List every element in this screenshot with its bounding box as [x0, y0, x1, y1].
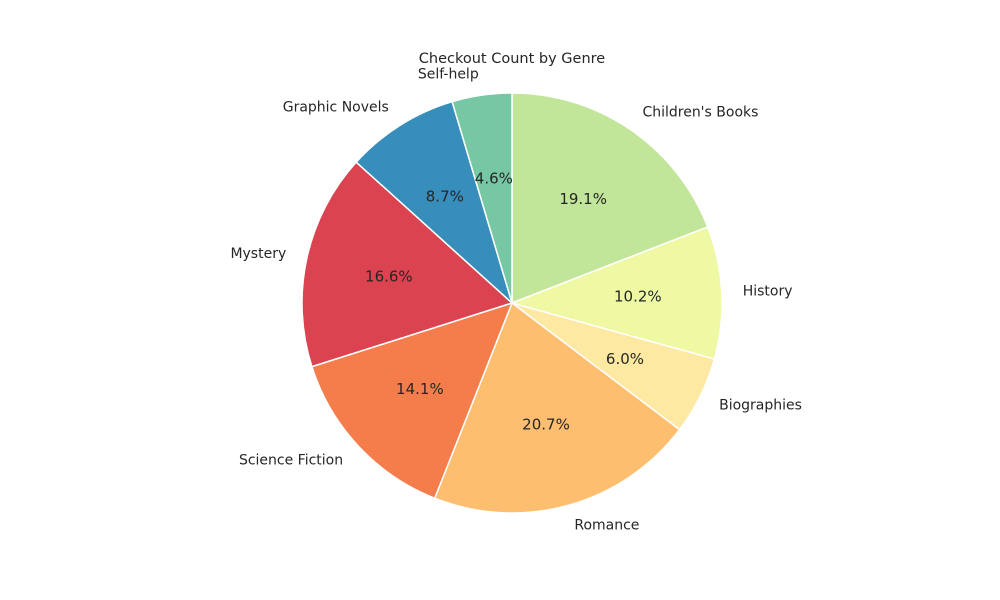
- pie-slice-history: [509, 225, 723, 360]
- slice-label-biographies: Biographies: [719, 397, 802, 413]
- slice-label-graphic-novels: Graphic Novels: [283, 100, 389, 116]
- slice-label-children-s-books: Children's Books: [642, 104, 758, 120]
- slice-label-history: History: [743, 283, 793, 299]
- pct-label-science-fiction: 14.1%: [396, 380, 444, 398]
- pie-slice-graphic-novels: [355, 100, 514, 306]
- pct-label-biographies: 6.0%: [606, 350, 644, 368]
- pie-slice-romance: [433, 301, 681, 514]
- pie-slice-self-help: [451, 92, 513, 304]
- slice-label-science-fiction: Science Fiction: [239, 453, 343, 469]
- slice-label-romance: Romance: [574, 517, 639, 533]
- chart-title: Checkout Count by Genre: [419, 51, 605, 67]
- pie-slices: [301, 92, 723, 514]
- pct-label-children-s-books: 19.1%: [559, 190, 607, 208]
- slice-label-self-help: Self-help: [418, 66, 479, 82]
- pie-labels: 19.1% Children's Books 10.2% History 6.0% Bio…: [230, 66, 802, 533]
- pct-label-romance: 20.7%: [522, 415, 570, 433]
- pct-label-graphic-novels: 8.7%: [426, 187, 464, 205]
- pie-slice-science-fiction: [310, 301, 514, 500]
- pie-slice-mystery: [301, 161, 514, 368]
- pct-label-self-help: 4.6%: [475, 169, 513, 187]
- pct-label-mystery: 16.6%: [365, 267, 413, 285]
- slice-label-mystery: Mystery: [230, 246, 286, 262]
- pie-slice-children-s-books: [511, 92, 709, 305]
- pct-label-history: 10.2%: [614, 288, 662, 306]
